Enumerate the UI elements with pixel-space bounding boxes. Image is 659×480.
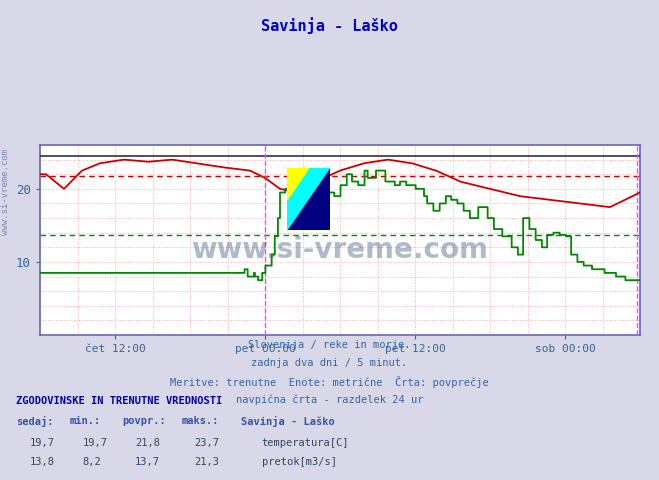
- Text: www.si-vreme.com: www.si-vreme.com: [192, 236, 488, 264]
- Text: navpična črta - razdelek 24 ur: navpična črta - razdelek 24 ur: [236, 395, 423, 405]
- Text: Savinja - Laško: Savinja - Laško: [241, 416, 334, 427]
- Text: 19,7: 19,7: [30, 438, 55, 448]
- Text: min.:: min.:: [69, 416, 100, 426]
- Text: sedaj:: sedaj:: [16, 416, 54, 427]
- Text: povpr.:: povpr.:: [122, 416, 165, 426]
- Text: Savinja - Laško: Savinja - Laško: [261, 17, 398, 34]
- Text: 13,8: 13,8: [30, 457, 55, 467]
- Text: pretok[m3/s]: pretok[m3/s]: [262, 457, 337, 467]
- Polygon shape: [287, 168, 330, 230]
- Text: zadnja dva dni / 5 minut.: zadnja dva dni / 5 minut.: [251, 358, 408, 368]
- Text: 19,7: 19,7: [82, 438, 107, 448]
- Text: Slovenija / reke in morje.: Slovenija / reke in morje.: [248, 340, 411, 350]
- Text: Meritve: trenutne  Enote: metrične  Črta: povprečje: Meritve: trenutne Enote: metrične Črta: …: [170, 376, 489, 388]
- Text: 21,3: 21,3: [194, 457, 219, 467]
- Polygon shape: [287, 168, 330, 230]
- Text: 21,8: 21,8: [135, 438, 160, 448]
- Text: 23,7: 23,7: [194, 438, 219, 448]
- Text: 13,7: 13,7: [135, 457, 160, 467]
- Polygon shape: [287, 168, 308, 199]
- Text: ZGODOVINSKE IN TRENUTNE VREDNOSTI: ZGODOVINSKE IN TRENUTNE VREDNOSTI: [16, 396, 223, 406]
- Text: 8,2: 8,2: [82, 457, 101, 467]
- Text: maks.:: maks.:: [181, 416, 219, 426]
- Text: temperatura[C]: temperatura[C]: [262, 438, 349, 448]
- Text: www.si-vreme.com: www.si-vreme.com: [1, 149, 10, 235]
